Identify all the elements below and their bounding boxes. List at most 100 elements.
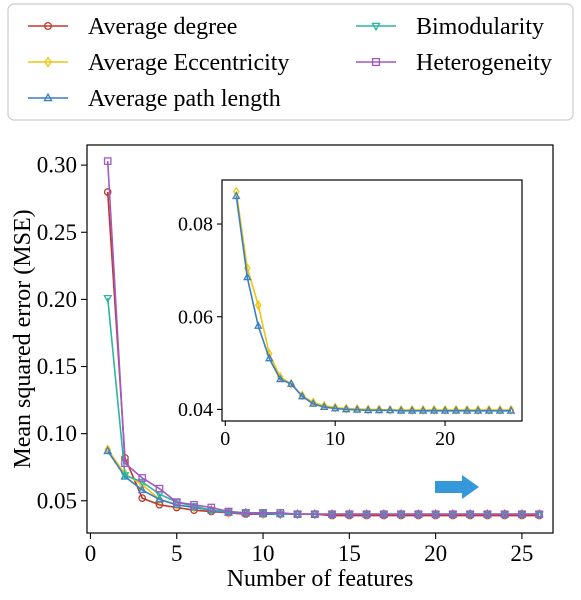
data-point [243, 272, 252, 281]
data-point [414, 510, 423, 519]
data-point [172, 498, 181, 506]
legend-item-bimodularity: Bimodularity [356, 14, 544, 40]
x-tick-label: 25 [510, 541, 533, 566]
data-point [385, 405, 395, 414]
legend-marker [44, 56, 52, 68]
legend-marker [371, 57, 381, 67]
main-x-axis: 0 5 10 15 20 25 [85, 533, 533, 566]
series-heterogeneity [103, 157, 544, 519]
data-point [103, 295, 113, 304]
data-point [276, 509, 285, 517]
x-tick-label: 10 [325, 428, 345, 450]
data-point [308, 399, 318, 407]
data-point [483, 510, 492, 519]
data-point [328, 510, 336, 519]
data-point [463, 404, 471, 415]
data-point [380, 510, 388, 519]
data-point [473, 406, 483, 414]
data-point [535, 510, 544, 519]
x-tick-label: 5 [171, 541, 183, 566]
data-point [362, 510, 371, 519]
y-tick-label: 0.25 [37, 220, 77, 245]
data-point [241, 509, 250, 517]
y-tick-label: 0.04 [178, 399, 213, 421]
data-point [474, 404, 482, 415]
data-point [430, 404, 438, 415]
data-point [189, 503, 199, 512]
y-axis-label: Mean squared error (MSE) [10, 209, 36, 468]
legend-label: Heterogeneity [416, 50, 552, 76]
data-point [137, 478, 147, 488]
data-point [121, 459, 129, 468]
data-point [103, 188, 112, 196]
data-point [297, 391, 307, 400]
data-point [254, 300, 262, 311]
data-point [120, 472, 130, 481]
data-point [462, 406, 472, 414]
data-point [138, 494, 147, 502]
data-point [484, 406, 494, 414]
inset-y-axis: 0.04 0.06 0.08 [178, 214, 222, 421]
legend-marker [43, 92, 53, 102]
data-point [466, 510, 475, 519]
data-point [275, 374, 285, 383]
data-point [353, 403, 361, 415]
data-point [485, 404, 493, 415]
y-tick-label: 0.10 [37, 421, 77, 446]
data-point [137, 485, 147, 494]
data-point [452, 404, 460, 415]
legend-item-average-path-length: Average path length [28, 86, 281, 112]
data-point [138, 474, 147, 482]
data-point [440, 406, 450, 414]
inset-plot-frame [221, 179, 523, 422]
data-point [345, 510, 354, 519]
data-point [330, 403, 340, 412]
data-point [507, 404, 515, 415]
data-point [397, 510, 405, 519]
data-point [419, 404, 427, 415]
y-tick-label: 0.15 [37, 354, 77, 379]
data-point [449, 510, 457, 519]
main-y-axis: 0.05 0.10 0.15 0.20 0.25 0.30 [37, 153, 87, 513]
x-tick-label: 15 [338, 541, 361, 566]
data-point [155, 494, 164, 503]
data-point [495, 406, 505, 414]
data-point [342, 403, 350, 414]
x-tick-label: 0 [85, 541, 97, 566]
data-point [374, 405, 384, 414]
x-axis-label: Number of features [227, 566, 414, 592]
legend-label: Bimodularity [416, 14, 544, 40]
y-tick-label: 0.08 [178, 214, 213, 236]
data-point [286, 379, 296, 387]
data-point [397, 404, 405, 415]
data-point [441, 404, 449, 415]
data-point [259, 509, 267, 517]
data-point [293, 510, 302, 519]
data-point [103, 446, 113, 455]
data-point [155, 484, 164, 493]
legend-label: Average Eccentricity [88, 50, 289, 76]
data-point [275, 511, 285, 520]
data-point [310, 510, 319, 519]
x-tick-label: 10 [252, 541, 275, 566]
data-point [319, 402, 329, 410]
data-point [103, 157, 112, 165]
data-point [518, 510, 526, 519]
data-point [496, 404, 504, 415]
legend-item-average-eccentricity: Average Eccentricity [28, 50, 289, 76]
legend-marker [371, 22, 381, 32]
legend-marker [43, 21, 53, 31]
y-tick-label: 0.06 [178, 306, 213, 328]
data-point [232, 191, 241, 200]
data-point [375, 404, 383, 415]
data-point [418, 406, 428, 414]
legend-label: Average degree [88, 14, 237, 40]
data-point [429, 406, 439, 414]
data-point [190, 500, 198, 509]
data-point [431, 510, 440, 519]
inset-series-layer [232, 186, 516, 415]
data-point [254, 321, 263, 329]
data-point [172, 499, 182, 508]
x-tick-label: 20 [435, 428, 455, 450]
